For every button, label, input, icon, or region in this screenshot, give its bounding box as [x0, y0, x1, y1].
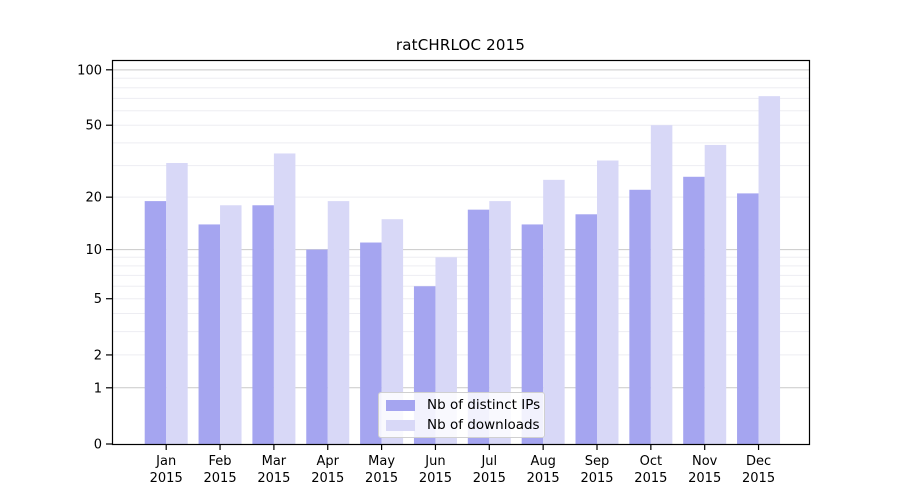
- bar-distinct-ips: [737, 193, 759, 444]
- x-tick-label-year: 2015: [419, 471, 452, 486]
- x-tick-label-month: Apr: [317, 454, 340, 469]
- bar-distinct-ips: [252, 205, 274, 444]
- y-tick-label: 0: [94, 438, 102, 453]
- x-tick-label-month: Aug: [530, 454, 555, 469]
- y-tick-label: 5: [94, 292, 102, 307]
- legend-swatch-distinct-ips-icon: [386, 399, 415, 411]
- x-tick-label-year: 2015: [580, 471, 613, 486]
- bar-downloads: [327, 201, 350, 444]
- x-tick-label-year: 2015: [257, 471, 290, 486]
- y-tick-label: 10: [85, 243, 102, 258]
- x-tick-label-month: Jun: [424, 454, 445, 469]
- y-tick-label: 100: [77, 63, 102, 78]
- chart-title: ratCHRLOC 2015: [395, 36, 526, 54]
- bar-distinct-ips: [521, 224, 544, 444]
- x-tick-label-year: 2015: [311, 471, 344, 486]
- x-tick-label-year: 2015: [527, 471, 560, 486]
- plot-frame: [111, 59, 811, 446]
- bar-downloads: [273, 153, 296, 444]
- bar-downloads: [597, 160, 619, 444]
- x-tick-label-month: Jul: [480, 454, 497, 469]
- legend-label-downloads: Nb of downloads: [427, 417, 540, 433]
- legend-item-downloads: Nb of downloads: [386, 417, 544, 433]
- y-tick-label: 20: [85, 191, 102, 206]
- bar-distinct-ips: [144, 201, 167, 444]
- legend-swatch-downloads-icon: [386, 419, 415, 431]
- bar-downloads: [489, 201, 511, 444]
- x-tick-label-month: Mar: [262, 454, 287, 469]
- x-tick-label-year: 2015: [150, 471, 183, 486]
- bar-distinct-ips: [629, 189, 651, 444]
- x-tick-label-month: Oct: [640, 454, 662, 469]
- bar-distinct-ips: [198, 224, 221, 444]
- bar-distinct-ips: [360, 242, 382, 444]
- x-tick-label-year: 2015: [365, 471, 398, 486]
- x-tick-label-year: 2015: [204, 471, 237, 486]
- x-tick-label-month: Dec: [746, 454, 771, 469]
- bar-downloads: [381, 219, 404, 444]
- bar-distinct-ips: [575, 214, 597, 444]
- legend: Nb of distinct IPs Nb of downloads: [378, 392, 545, 438]
- y-tick-label: 50: [85, 119, 102, 134]
- y-tick-label: 2: [94, 348, 102, 363]
- bar-distinct-ips: [467, 209, 490, 444]
- x-tick-label-month: Sep: [585, 454, 610, 469]
- bar-downloads: [650, 125, 673, 444]
- x-tick-label-year: 2015: [634, 471, 667, 486]
- x-tick-label-year: 2015: [742, 471, 775, 486]
- legend-item-distinct-ips: Nb of distinct IPs: [386, 397, 544, 413]
- bar-downloads: [758, 96, 781, 444]
- y-tick-label: 1: [94, 381, 102, 396]
- x-tick-label-month: May: [368, 454, 395, 469]
- x-tick-label-year: 2015: [473, 471, 506, 486]
- x-tick-label-year: 2015: [688, 471, 721, 486]
- bar-downloads: [704, 144, 727, 444]
- bar-distinct-ips: [306, 249, 328, 444]
- bar-downloads: [220, 205, 242, 444]
- bar-distinct-ips: [683, 176, 705, 444]
- legend-label-distinct-ips: Nb of distinct IPs: [427, 397, 541, 413]
- x-tick-label-month: Nov: [692, 454, 718, 469]
- bar-downloads: [543, 179, 565, 444]
- bar-downloads: [166, 163, 188, 444]
- x-tick-label-month: Feb: [209, 454, 232, 469]
- x-tick-label-month: Jan: [155, 454, 176, 469]
